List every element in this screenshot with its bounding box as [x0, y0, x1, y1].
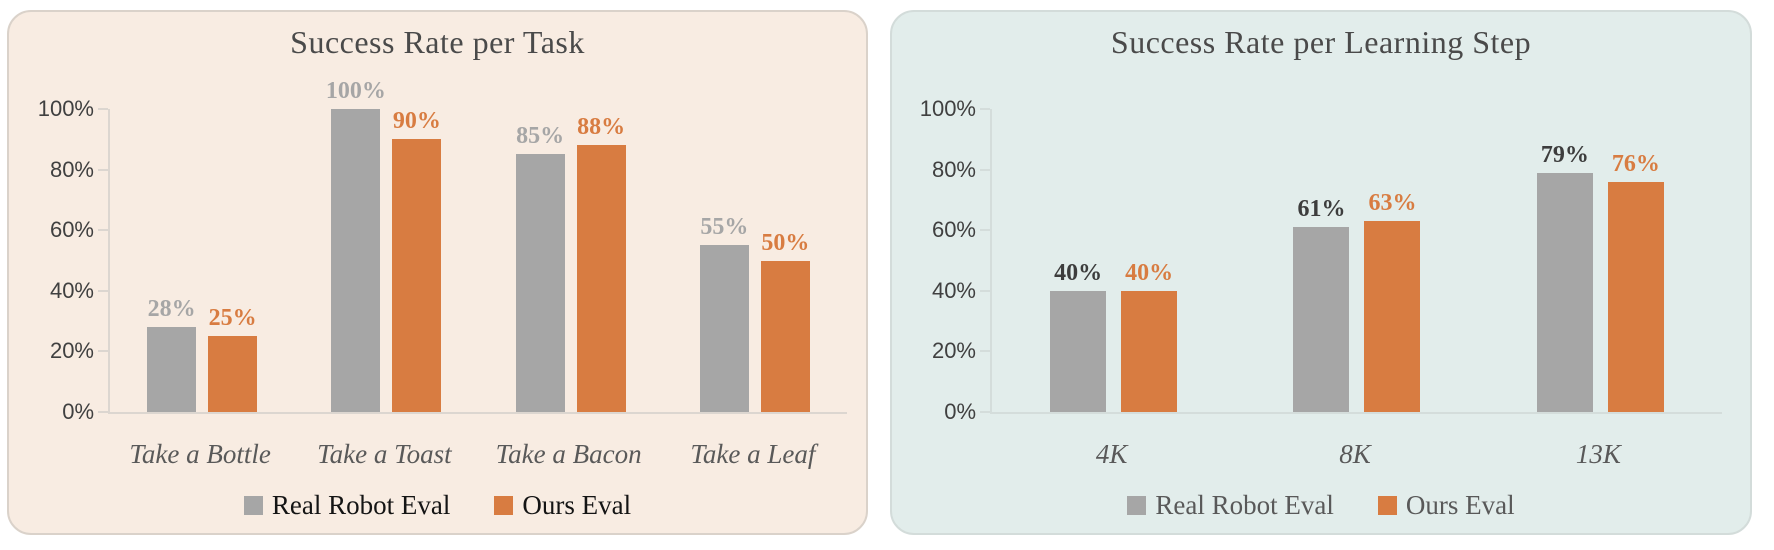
y-axis-tick-label: 60%: [931, 217, 976, 243]
bar-group-take-a-bacon: 85% 88%: [479, 109, 663, 412]
y-axis-tick-label: 20%: [931, 338, 976, 364]
bar-value-label: 40%: [1054, 259, 1103, 286]
legend-swatch: [1127, 495, 1147, 515]
y-axis-tick-label: 40%: [931, 277, 976, 303]
x-axis-category-label: Take a Bacon: [495, 439, 642, 469]
x-axis-category-label: Take a Leaf: [690, 439, 816, 469]
chart-title: Success Rate per Learning Step: [1110, 24, 1532, 60]
bar-real-robot-eval: 40%: [1050, 261, 1107, 412]
y-axis-tick-mark: [980, 350, 990, 353]
y-axis-tick-mark: [98, 168, 108, 171]
y-axis-tick-label: 80%: [931, 156, 976, 182]
x-axis-category-label: 13K: [1575, 439, 1621, 469]
legend-swatch: [1377, 495, 1397, 515]
bar-group-take-a-bottle: 28% 25%: [110, 109, 294, 412]
bar-ours-eval: 90%: [392, 109, 442, 412]
bar-ours-eval: 88%: [576, 115, 626, 412]
y-axis-tick-mark: [980, 289, 990, 292]
bar-ours-eval: 50%: [760, 231, 810, 412]
bar-value-label: 100%: [325, 78, 386, 104]
y-axis-tick-mark: [980, 229, 990, 232]
y-axis-tick-label: 80%: [49, 156, 94, 182]
chart-panel-success-rate-per-learning-step: Success Rate per Learning Step 0% 20% 40% 6…: [890, 10, 1752, 535]
y-axis-tick-mark: [98, 229, 108, 232]
legend-swatch: [243, 495, 263, 515]
y-axis-tick-label: 0%: [62, 399, 94, 424]
bar-real-robot-eval: 55%: [699, 215, 749, 412]
bar-value-label: 61%: [1297, 196, 1346, 223]
y-axis-tick-label: 100%: [37, 96, 94, 121]
bar-group-4k: 40% 40%: [992, 109, 1235, 412]
bar-value-label: 63%: [1368, 190, 1417, 217]
legend-label: Real Robot Eval: [271, 490, 451, 520]
legend-item-ours-eval: Ours Eval: [494, 490, 631, 520]
chart-panel-success-rate-per-task: Success Rate per Task 0% 20% 40% 60% 80% 100%…: [7, 10, 868, 535]
bar-value-label: 25%: [208, 305, 257, 332]
bar-real-robot-eval: 100%: [326, 79, 386, 412]
bar-value-label: 88%: [577, 114, 626, 141]
y-axis-tick-label: 60%: [49, 217, 94, 243]
bar-group-13k: 79% 76%: [1479, 109, 1722, 412]
plot-area: 0% 20% 40% 60% 80% 100% 28% 25% 100% 90% 85% 88% 55%…: [38, 79, 847, 423]
bar-real-robot-eval: 85%: [515, 124, 565, 412]
legend-swatch: [494, 495, 514, 515]
bar-ours-eval: 76%: [1607, 152, 1664, 412]
bar-value-label: 79%: [1540, 141, 1589, 168]
bar-value-label: 90%: [392, 108, 441, 135]
bar-group-8k: 61% 63%: [1235, 109, 1478, 412]
y-axis-tick-label: 100%: [919, 96, 976, 121]
y-axis-tick-mark: [980, 411, 990, 413]
bar-real-robot-eval: 79%: [1536, 143, 1593, 412]
bar-value-label: 55%: [700, 214, 749, 241]
legend-label: Ours Eval: [1405, 490, 1515, 520]
y-axis-tick-mark: [98, 350, 108, 353]
legend: Real Robot Eval Ours Eval: [892, 490, 1750, 520]
bar-value-label: 28%: [147, 296, 196, 323]
legend: Real Robot Eval Ours Eval: [9, 490, 866, 520]
legend-item-ours-eval: Ours Eval: [1377, 490, 1515, 520]
bar-ours-eval: 40%: [1121, 261, 1178, 412]
bar-ours-eval: 25%: [208, 306, 258, 412]
legend-label: Real Robot Eval: [1155, 490, 1334, 520]
x-axis-category-label: 8K: [1339, 439, 1371, 469]
legend-item-real-robot-eval: Real Robot Eval: [1127, 490, 1334, 520]
y-axis-tick-mark: [98, 289, 108, 292]
bar-value-label: 40%: [1125, 259, 1174, 286]
y-axis-tick-mark: [98, 411, 108, 413]
bar-real-robot-eval: 61%: [1293, 197, 1350, 412]
y-axis-tick-label: 20%: [49, 338, 94, 364]
x-axis-labels: 4K 8K 13K: [990, 438, 1720, 470]
chart-title: Success Rate per Task: [290, 24, 585, 60]
y-axis-tick-mark: [980, 168, 990, 171]
x-axis-category-label: 4K: [1095, 439, 1128, 469]
bar-ours-eval: 63%: [1364, 191, 1421, 412]
legend-item-real-robot-eval: Real Robot Eval: [243, 490, 451, 520]
bar-value-label: 50%: [761, 229, 810, 256]
bar-group-take-a-leaf: 55% 50%: [663, 109, 847, 412]
bar-real-robot-eval: 28%: [147, 297, 197, 412]
plot-area: 0% 20% 40% 60% 80% 100% 40% 40% 61% 63% 79% 76%: [920, 98, 1722, 423]
x-axis-category-label: Take a Bottle: [129, 439, 271, 469]
y-axis-tick-label: 0%: [944, 399, 976, 424]
bar-value-label: 76%: [1611, 150, 1660, 177]
x-axis-labels: Take a Bottle Take a Toast Take a Bacon Tak…: [108, 438, 845, 470]
bar-group-take-a-toast: 100% 90%: [294, 79, 478, 412]
y-axis-tick-label: 40%: [49, 277, 94, 303]
y-axis-tick-mark: [98, 108, 108, 110]
x-axis-category-label: Take a Toast: [317, 439, 452, 469]
legend-label: Ours Eval: [522, 490, 632, 520]
bar-value-label: 85%: [516, 123, 565, 150]
y-axis-tick-mark: [980, 108, 990, 110]
